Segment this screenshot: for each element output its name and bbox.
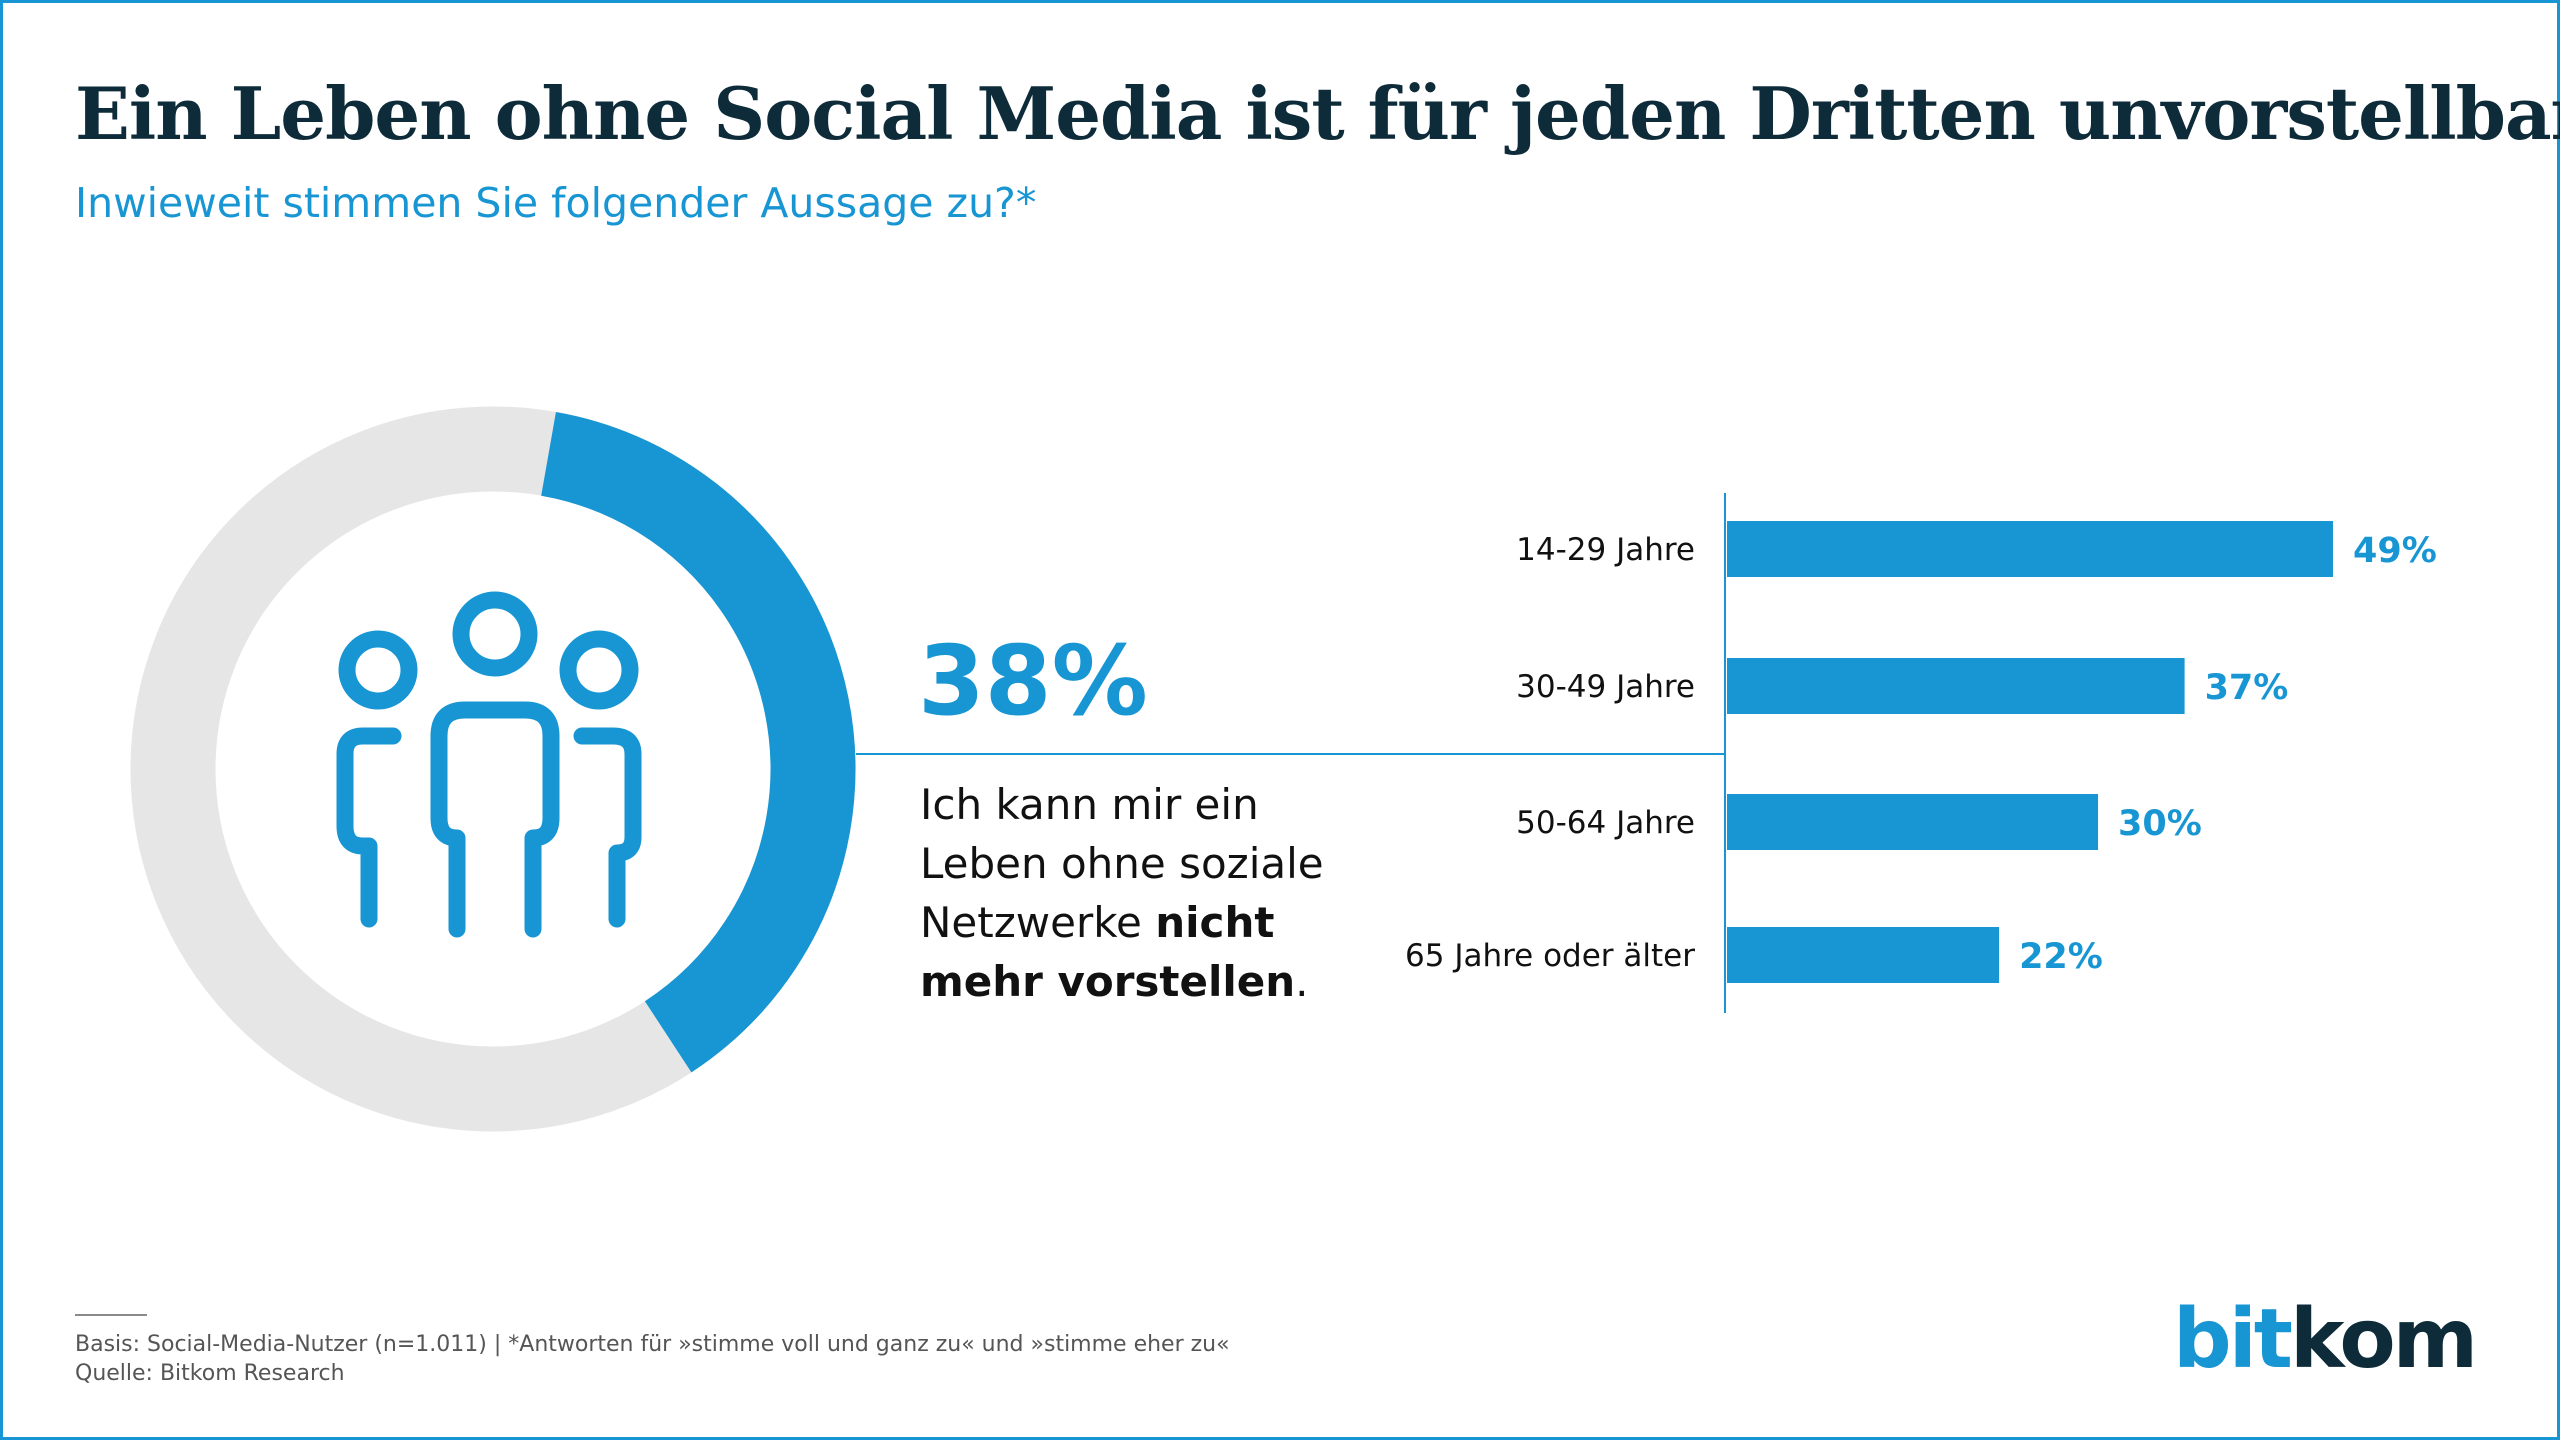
page-subtitle: Inwieweit stimmen Sie folgender Aussage … xyxy=(75,179,1037,227)
people-group-icon xyxy=(336,591,642,938)
bitkom-logo: bitkom xyxy=(2173,1299,2478,1381)
bar-category-label: 30-49 Jahre xyxy=(1516,669,1695,705)
bar-value-label: 22% xyxy=(2019,937,2103,977)
person-head-right xyxy=(559,630,639,710)
donut-chart xyxy=(130,406,856,1132)
footer-divider xyxy=(75,1314,147,1316)
statement-bold-text: nicht mehr vorstellen xyxy=(920,898,1296,1006)
logo-part-bit: bit xyxy=(2173,1292,2293,1387)
person-head-center xyxy=(452,591,538,677)
bar-chart: 14-29 Jahre 49% 30-49 Jahre 37% 50-64 Jahre 3… xyxy=(1405,493,2437,1013)
bar-value-label: 30% xyxy=(2118,804,2202,844)
highlight-percent: 38% xyxy=(918,625,1148,737)
statement-period: . xyxy=(1295,957,1309,1006)
page-title: Ein Leben ohne Social Media ist für jede… xyxy=(75,71,2560,156)
footer-source: Quelle: Bitkom Research xyxy=(75,1361,345,1386)
footer-basis: Basis: Social-Media-Nutzer (n=1.011) | *… xyxy=(75,1332,1230,1357)
charts-canvas: 14-29 Jahre 49% 30-49 Jahre 37% 50-64 Jahre 3… xyxy=(130,406,2437,1132)
bar-category-label: 14-29 Jahre xyxy=(1516,532,1695,568)
person-body-center xyxy=(430,701,560,938)
bar-category-label: 50-64 Jahre xyxy=(1516,805,1695,841)
bar xyxy=(1727,658,2185,714)
bar xyxy=(1727,521,2333,577)
bar-category-label: 65 Jahre oder älter xyxy=(1405,938,1695,974)
person-body-right xyxy=(573,727,642,928)
bar-value-label: 49% xyxy=(2353,531,2437,571)
logo-part-kom: kom xyxy=(2290,1292,2478,1387)
bar xyxy=(1727,927,2000,983)
donut-slice-value xyxy=(130,406,856,1132)
person-body-left xyxy=(336,727,402,928)
bar xyxy=(1727,794,2099,850)
person-head-left xyxy=(338,630,418,710)
bar-value-label: 37% xyxy=(2205,668,2289,708)
highlight-statement: Ich kann mir ein Leben ohne soziale Netz… xyxy=(920,775,1350,1011)
statement-text: Ich kann mir ein Leben ohne soziale Netz… xyxy=(920,780,1324,947)
